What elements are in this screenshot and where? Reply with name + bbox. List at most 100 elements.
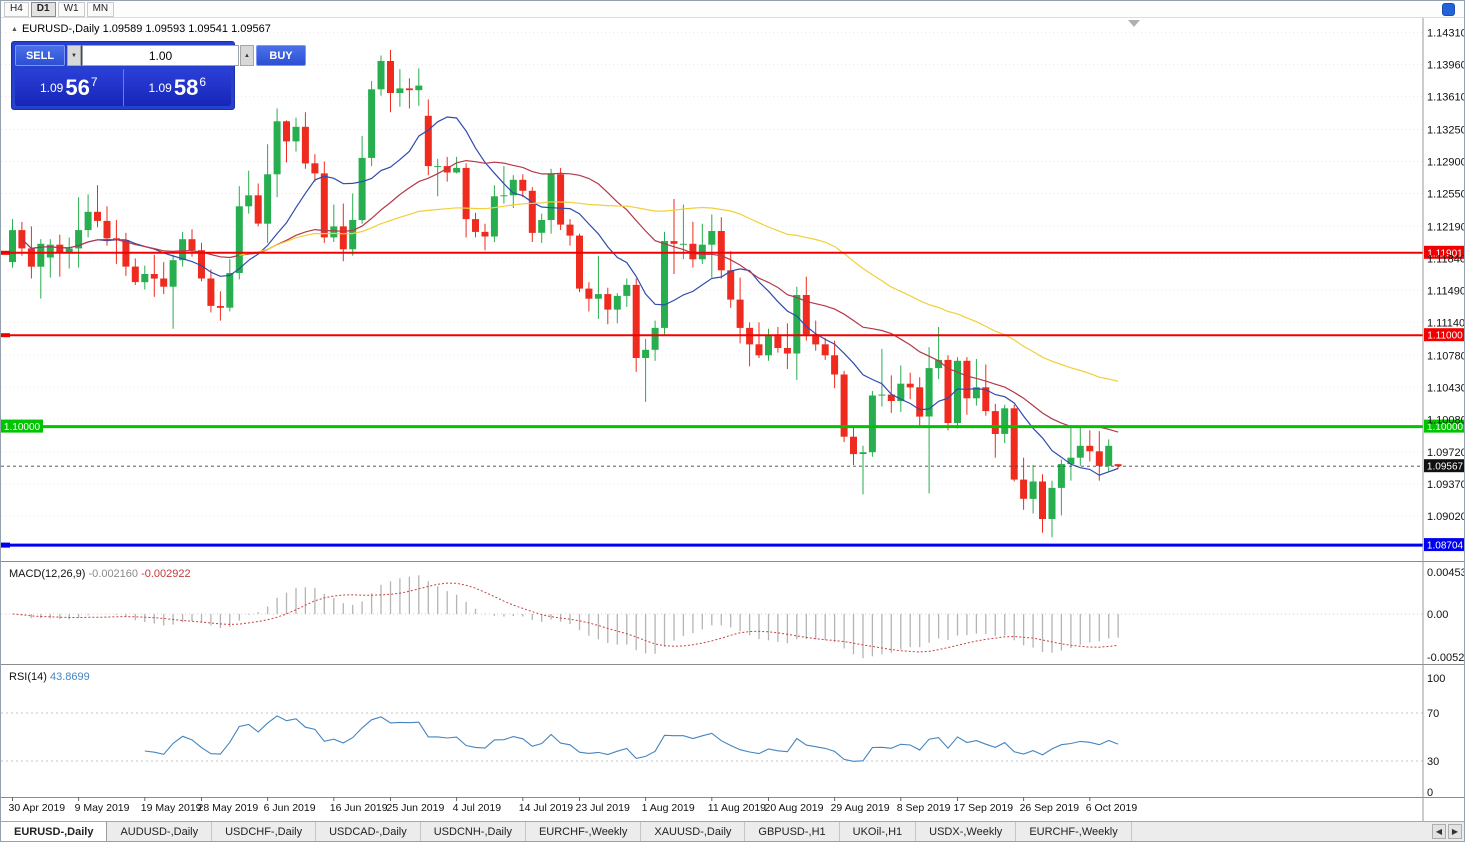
rsi-header: RSI(14) 43.8699 xyxy=(9,671,90,683)
date-axis-label: 11 Aug 2019 xyxy=(708,802,766,814)
price-grid xyxy=(1,32,1423,517)
date-axis-label: 8 Sep 2019 xyxy=(897,802,951,814)
chart-tabs: EURUSD-,Daily AUDUSD-,Daily USDCHF-,Daily U… xyxy=(1,822,1132,841)
chart-tab-eurchf-weekly[interactable]: EURCHF-,Weekly xyxy=(525,822,642,841)
date-axis-label: 1 Aug 2019 xyxy=(642,802,695,814)
timeframe-button-mn[interactable]: MN xyxy=(86,1,115,17)
sell-price-prefix: 1.09 xyxy=(39,80,64,95)
rsi-axis-label: 0 xyxy=(1427,787,1433,799)
price-axis-label: 1.13960 xyxy=(1427,60,1465,72)
volume-decrease-button[interactable]: ▼ xyxy=(67,45,81,66)
ma-10-line xyxy=(21,116,1119,476)
app-icon[interactable] xyxy=(1442,3,1455,16)
date-axis-label: 28 May 2019 xyxy=(198,802,259,814)
sell-price-big: 56 xyxy=(65,74,90,100)
price-axis-label: 1.13250 xyxy=(1427,125,1465,137)
price-axis-label: 1.10780 xyxy=(1427,350,1465,362)
hline-price-tag-label: 1.08704 xyxy=(1427,541,1464,552)
tabs-scroll-right-button[interactable]: ▶ xyxy=(1448,824,1462,839)
date-axis-label: 9 May 2019 xyxy=(75,802,130,814)
date-axis-label: 6 Oct 2019 xyxy=(1086,802,1138,814)
sell-button[interactable]: SELL xyxy=(15,45,65,66)
hline-left-tag-label: 1.10000 xyxy=(4,422,41,433)
sell-price-display[interactable]: 1.09 56 7 xyxy=(15,69,124,106)
one-click-trading-panel: SELL ▼ ▲ BUY 1.09 56 7 1.09 58 6 xyxy=(11,41,306,110)
date-axis-label: 25 Jun 2019 xyxy=(387,802,445,814)
price-axis-label: 1.09720 xyxy=(1427,447,1465,459)
macd-axis-label: 0.004536 xyxy=(1427,567,1465,579)
buy-price-big: 58 xyxy=(173,74,199,100)
chart-tab-audusd-daily[interactable]: AUDUSD-,Daily xyxy=(107,822,213,841)
price-axis-label: 1.12190 xyxy=(1427,221,1465,233)
price-axis-label: 1.11490 xyxy=(1427,285,1465,297)
tab-scroll-controls: ◀ ▶ xyxy=(1432,824,1462,839)
date-axis-label: 4 Jul 2019 xyxy=(453,802,502,814)
price-axis-label: 1.11840 xyxy=(1427,253,1465,265)
price-axis-label: 1.12900 xyxy=(1427,157,1465,169)
timeframe-button-d1[interactable]: D1 xyxy=(30,1,56,17)
ma-50-line xyxy=(239,201,1119,382)
chart-tab-xauusd-daily[interactable]: XAUUSD-,Daily xyxy=(641,822,746,841)
timeframe-toolbar: H4 D1 W1 MN xyxy=(1,1,1464,18)
buy-button[interactable]: BUY xyxy=(256,45,306,66)
hline-price-tag-label: 1.10000 xyxy=(1427,422,1464,433)
date-axis-label: 14 Jul 2019 xyxy=(519,802,573,814)
current-price-tag-label: 1.09567 xyxy=(1427,462,1464,473)
date-axis-label: 29 Aug 2019 xyxy=(831,802,890,814)
quote-line: ▲ EURUSD-,Daily 1.09589 1.09593 1.09541 … xyxy=(11,23,271,35)
tabs-scroll-left-button[interactable]: ◀ xyxy=(1432,824,1446,839)
date-axis-label: 30 Apr 2019 xyxy=(9,802,66,814)
date-axis-label: 26 Sep 2019 xyxy=(1020,802,1080,814)
buy-price-prefix: 1.09 xyxy=(148,80,172,95)
chart-shift-marker[interactable] xyxy=(1128,20,1140,27)
hline-price-tag xyxy=(1424,245,1464,259)
price-axis-label: 1.09020 xyxy=(1427,511,1465,523)
hline-price-tag-label: 1.11901 xyxy=(1427,248,1463,259)
sell-price-sup: 7 xyxy=(90,74,98,89)
buy-price-sup: 6 xyxy=(199,74,207,89)
hline-price-tag-label: 1.11000 xyxy=(1427,331,1463,342)
chart-tab-eurchf-weekly[interactable]: EURCHF-,Weekly xyxy=(1016,822,1132,841)
hline-left-nub xyxy=(1,250,10,255)
quote-text: EURUSD-,Daily 1.09589 1.09593 1.09541 1.… xyxy=(21,23,271,35)
macd-axis-label: 0.00 xyxy=(1427,609,1448,621)
hline-left-nub xyxy=(1,542,10,548)
price-axis-label: 1.10080 xyxy=(1427,414,1465,426)
hline-price-tag xyxy=(1424,328,1464,342)
rsi-line xyxy=(144,715,1119,762)
hline-left-nub xyxy=(1,333,10,338)
chart-tab-usdx-weekly[interactable]: USDX-,Weekly xyxy=(916,822,1017,841)
timeframe-toolbar-buttons: H4 D1 W1 MN xyxy=(4,1,115,17)
volume-increase-button[interactable]: ▲ xyxy=(240,45,254,66)
chart-tab-usdcad-daily[interactable]: USDCAD-,Daily xyxy=(316,822,421,841)
date-axis-label: 6 Jun 2019 xyxy=(264,802,316,814)
timeframe-button-h4[interactable]: H4 xyxy=(4,1,29,17)
chart-tab-gbpusd-h1[interactable]: GBPUSD-,H1 xyxy=(745,822,840,841)
macd-header: MACD(12,26,9) -0.002160 -0.002922 xyxy=(9,568,191,580)
chart-tab-usdchf-daily[interactable]: USDCHF-,Daily xyxy=(212,822,317,841)
hline-price-tag xyxy=(1424,419,1464,433)
macd-axis-label: -0.005205 xyxy=(1427,652,1465,664)
volume-input[interactable] xyxy=(82,45,239,66)
rsi-axis-label: 70 xyxy=(1427,708,1439,720)
volume-control: ▼ ▲ xyxy=(67,45,254,66)
price-axis-label: 1.09370 xyxy=(1427,479,1465,491)
one-click-collapse-icon[interactable]: ▲ xyxy=(11,25,18,33)
buy-price-display[interactable]: 1.09 58 6 xyxy=(123,69,231,106)
macd-histogram xyxy=(21,575,1119,659)
chart-tab-ukoil-h1[interactable]: UKOil-,H1 xyxy=(839,822,917,841)
price-axis-label: 1.10430 xyxy=(1427,382,1465,394)
rsi-axis-label: 30 xyxy=(1427,756,1439,768)
timeframe-button-w1[interactable]: W1 xyxy=(57,1,85,17)
date-axis-label: 20 Aug 2019 xyxy=(765,802,824,814)
price-axis-label: 1.13610 xyxy=(1427,92,1465,104)
chart-tab-usdcnh-daily[interactable]: USDCNH-,Daily xyxy=(420,822,526,841)
date-axis-label: 23 Jul 2019 xyxy=(576,802,630,814)
one-click-price-row: 1.09 56 7 1.09 58 6 xyxy=(15,69,231,106)
price-axis-label: 1.11140 xyxy=(1427,317,1465,329)
chart-tab-eurusd-daily[interactable]: EURUSD-,Daily xyxy=(1,822,108,841)
date-axis-label: 16 Jun 2019 xyxy=(330,802,388,814)
